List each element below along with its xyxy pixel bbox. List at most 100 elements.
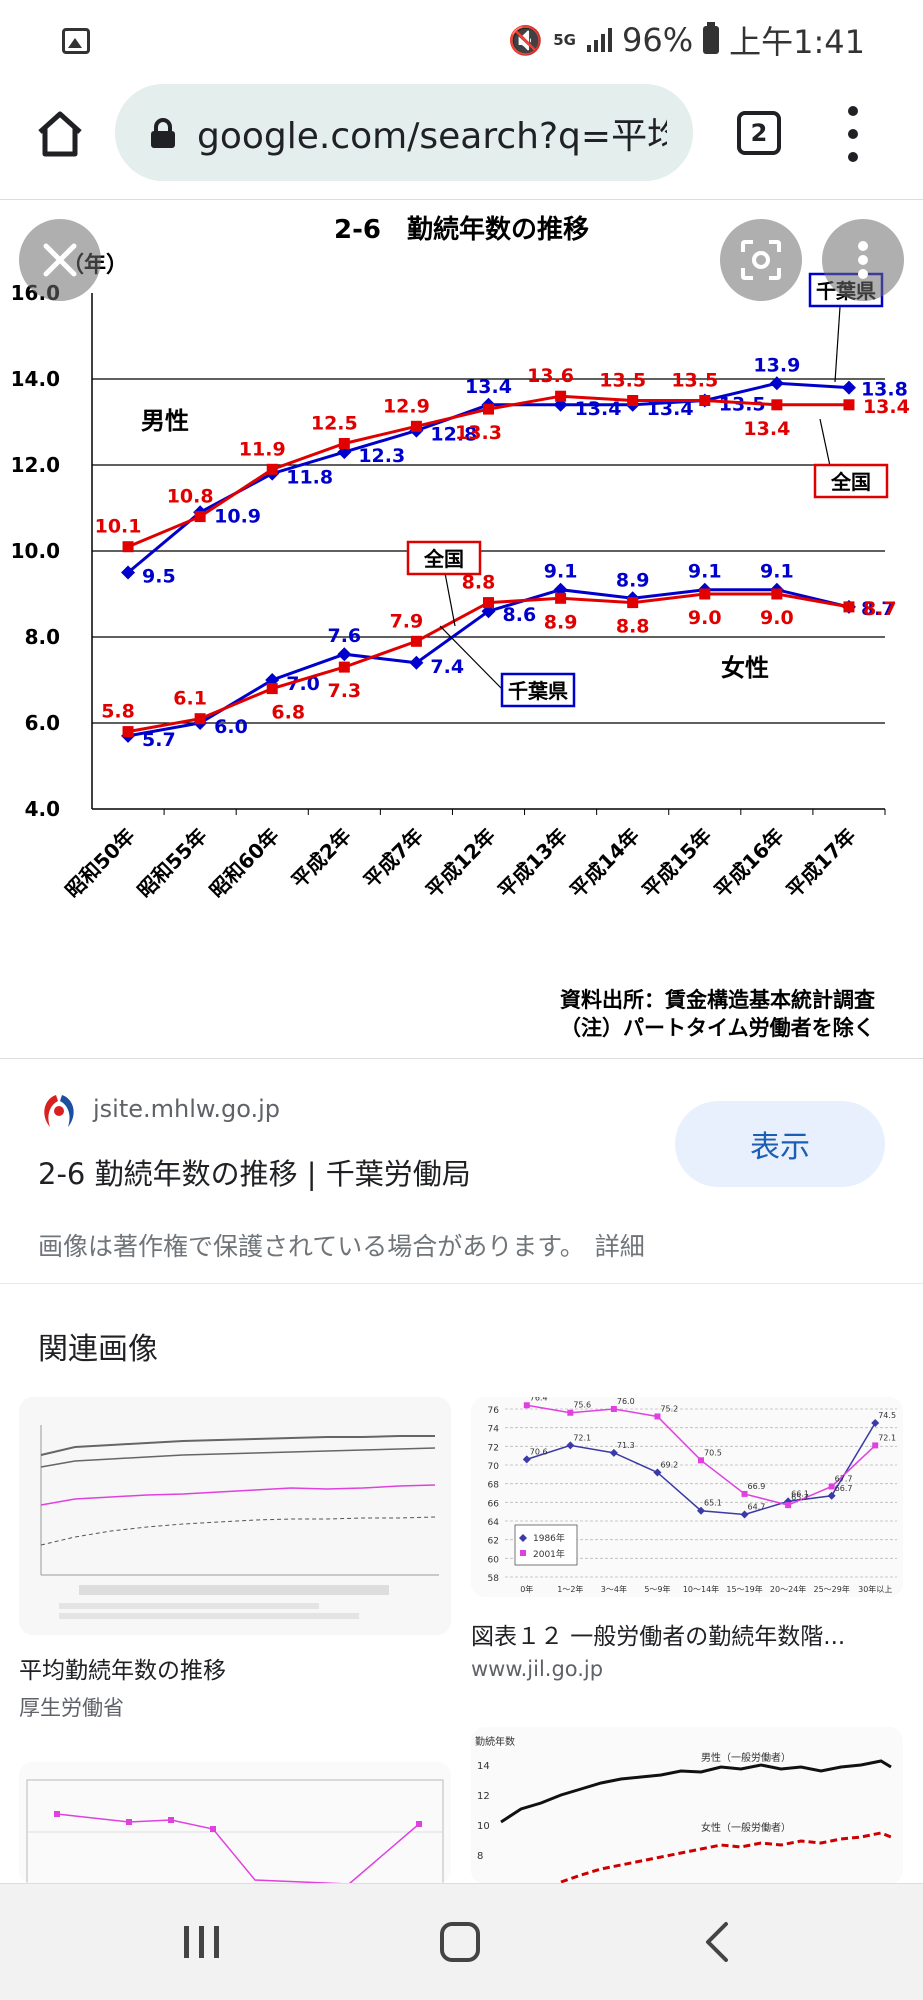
data-label: 10.1	[95, 516, 142, 538]
callout-box	[406, 540, 482, 576]
thumb-data-label: 65.1	[704, 1499, 722, 1508]
thumb-point	[741, 1490, 748, 1497]
related-caption[interactable]: 図表１２ 一般労働者の勤続年数階...	[471, 1624, 846, 1650]
thumb-data-label: 66.9	[748, 1482, 766, 1491]
data-label: 13.4	[575, 398, 622, 420]
data-label: 9.5	[142, 566, 176, 588]
thumb-legend-marker	[520, 1550, 526, 1556]
data-point-diamond	[121, 565, 136, 580]
callout-label: 全国	[830, 470, 871, 494]
data-label: 8.8	[462, 572, 496, 594]
thumb-x-tick: 15〜19年	[726, 1584, 762, 1594]
close-icon	[43, 243, 77, 277]
address-bar[interactable]: google.com/search?q=平均	[115, 84, 693, 181]
thumb4-ytick: 14	[477, 1761, 490, 1772]
data-label: 5.7	[142, 729, 176, 751]
y-tick-label: 4.0	[25, 797, 60, 821]
thumb-y-tick: 76	[488, 1406, 500, 1416]
thumb-data-label: 72.1	[573, 1433, 591, 1442]
data-label: 13.5	[671, 370, 718, 392]
status-bar: 🔇 5G 96% 上午1:41	[0, 0, 923, 80]
site-logo	[44, 1095, 74, 1127]
lens-search-button[interactable]	[720, 219, 802, 301]
menu-dot	[848, 152, 858, 162]
more-vert-icon	[858, 241, 868, 279]
thumb-legend-2001: 2001年	[533, 1548, 565, 1560]
home-nav-button[interactable]	[438, 1920, 482, 1964]
x-tick-label: 昭和50年	[60, 824, 139, 903]
recent-apps-button[interactable]	[180, 1922, 224, 1962]
thumb-point	[740, 1510, 749, 1519]
data-label: 8.7	[863, 598, 897, 620]
related-image-thumbnail[interactable]: 76 74 72 70 68 66 64 62 60 58 0年 1〜2年 3〜4年 5〜9年 10〜14年…	[471, 1397, 903, 1597]
related-image-thumbnail[interactable]	[19, 1397, 451, 1635]
data-point-square	[771, 588, 783, 600]
data-label: 12.3	[358, 445, 405, 467]
thumb-x-tick: 1〜2年	[557, 1584, 583, 1594]
browser-toolbar: google.com/search?q=平均 2	[0, 80, 923, 200]
related-image-thumbnail[interactable]	[19, 1762, 451, 1884]
thumb-data-label: 72.1	[878, 1433, 896, 1442]
thumb4-axis-label: 勤続年数	[475, 1735, 515, 1748]
data-point-square	[699, 395, 711, 406]
data-point-square	[410, 635, 422, 647]
home-icon	[38, 111, 82, 157]
close-preview-button[interactable]	[19, 219, 101, 301]
data-label: 8.9	[616, 569, 650, 591]
data-label: 9.0	[688, 607, 722, 629]
x-tick-label: 昭和60年	[205, 824, 284, 903]
mute-icon: 🔇	[508, 23, 544, 57]
thumb-y-tick: 60	[488, 1555, 500, 1565]
callout-box	[500, 672, 576, 708]
network-badge: 5G	[553, 30, 576, 49]
result-title[interactable]: 2-6 勤続年数の推移 | 千葉労働局	[38, 1157, 471, 1191]
related-image-thumbnail[interactable]: 勤続年数 男性（一般労働者） 女性（一般労働者） 14 12 10 8	[471, 1727, 903, 1884]
data-label: 7.0	[286, 673, 320, 695]
thumbnail-chart-1	[19, 1397, 451, 1635]
back-button[interactable]	[702, 1920, 732, 1964]
system-nav-bar	[0, 1883, 923, 2000]
thumb-x-tick: 20〜24年	[770, 1584, 806, 1594]
thumb-data-label: 75.2	[660, 1404, 678, 1413]
thumb-x-tick: 30年以上	[858, 1584, 892, 1594]
thumbnail-chart-3	[19, 1762, 451, 1884]
x-tick-label: 昭和55年	[133, 824, 212, 903]
thumb-y-tick: 70	[488, 1462, 500, 1472]
thumb-point	[522, 1455, 531, 1464]
data-point-diamond	[409, 655, 424, 670]
data-label: 6.1	[173, 688, 207, 710]
view-button[interactable]: 表示	[675, 1101, 885, 1187]
thumb-data-label: 70.5	[704, 1448, 722, 1457]
data-point-square	[843, 399, 855, 411]
related-caption[interactable]: 平均勤続年数の推移	[19, 1658, 226, 1684]
home-button[interactable]	[30, 104, 90, 164]
data-point-diamond	[769, 376, 784, 391]
data-label: 13.4	[863, 396, 910, 418]
details-link[interactable]: 詳細	[594, 1232, 645, 1261]
related-images-section: 関連画像 平均勤続年数の推移 厚生労働省 76 74 72 70 68 66 64 62 60 5…	[0, 1283, 923, 1884]
thumb-data-label: 70.6	[530, 1447, 548, 1456]
data-label: 13.6	[527, 365, 574, 387]
site-domain[interactable]: jsite.mhlw.go.jp	[93, 1095, 280, 1123]
tab-switcher-button[interactable]: 2	[737, 111, 781, 155]
copyright-text: 画像は著作権で保護されている場合があります。	[38, 1232, 585, 1261]
image-options-button[interactable]	[822, 219, 904, 301]
browser-menu-button[interactable]	[838, 106, 868, 162]
data-label: 7.4	[430, 656, 464, 678]
thumb-y-tick: 74	[488, 1425, 500, 1435]
thumb-point	[698, 1457, 704, 1464]
note-line: （注）パートタイム労働者を除く	[560, 1016, 875, 1040]
thumb-data-label: 74.5	[878, 1411, 896, 1420]
thumb4-male-label: 男性（一般労働者）	[701, 1751, 791, 1764]
thumb-x-tick: 25〜29年	[813, 1584, 849, 1594]
data-point-square	[338, 438, 350, 449]
data-label: 9.1	[760, 561, 794, 583]
data-label: 8.8	[616, 616, 650, 638]
source-line: 資料出所：賃金構造基本統計調査	[560, 988, 875, 1012]
thumb-data-label: 66.7	[835, 1484, 853, 1493]
clock: 上午1:41	[729, 23, 865, 61]
data-label: 13.9	[753, 354, 800, 376]
thumb-x-tick: 5〜9年	[644, 1584, 670, 1594]
data-label: 11.9	[239, 438, 286, 460]
thumb-x-tick: 0年	[520, 1584, 533, 1594]
